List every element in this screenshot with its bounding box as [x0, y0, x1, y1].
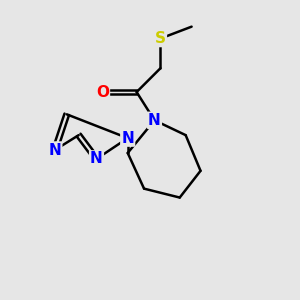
Text: S: S	[155, 31, 166, 46]
Text: O: O	[96, 85, 109, 100]
Text: N: N	[148, 113, 161, 128]
Text: N: N	[121, 130, 134, 146]
Text: N: N	[90, 152, 103, 166]
Text: N: N	[49, 142, 61, 158]
